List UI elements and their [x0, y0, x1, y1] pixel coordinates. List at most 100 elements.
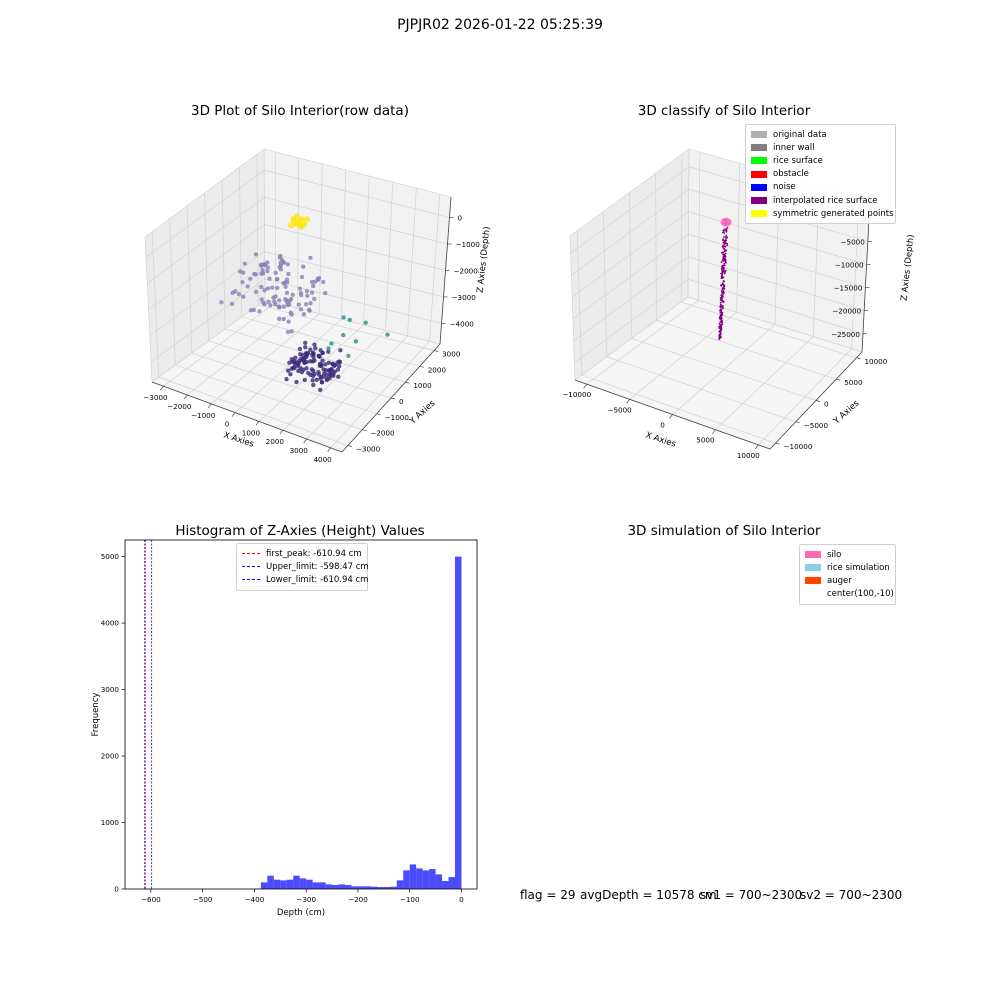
plot2-point	[721, 288, 724, 291]
plot4-legend-swatch	[805, 564, 821, 572]
plot1-y-tick-label: −3000	[356, 445, 381, 454]
plot2-point	[724, 258, 726, 260]
plot2-grid-y-wall	[680, 154, 683, 302]
plot3-legend-swatch	[242, 579, 260, 581]
plot1-point	[301, 222, 307, 228]
plot4-legend-item: rice simulation	[805, 561, 890, 574]
plot1-point	[311, 368, 316, 374]
plot1-point	[321, 367, 326, 372]
plot1-point	[284, 290, 290, 296]
plot1-point	[304, 288, 310, 294]
sv2-text: sv2 = 700~2300	[800, 888, 903, 902]
plot1-point	[292, 365, 297, 371]
plot1-point	[297, 286, 303, 291]
plot2-point	[720, 323, 723, 326]
plot3-bar	[390, 886, 397, 889]
plot1-point	[308, 255, 313, 261]
plot2-x-tick-label: 0	[660, 421, 665, 430]
plot1-point	[265, 269, 270, 274]
plot1-point	[311, 382, 316, 388]
plot1-x-tick	[160, 385, 164, 391]
plot2-x-tick	[755, 444, 759, 450]
plot4-legend-swatch	[805, 577, 821, 585]
plot1-point	[245, 284, 250, 289]
plot1-point	[286, 271, 291, 277]
plot2-y-tick-label: 5000	[844, 378, 863, 387]
plot1-point	[219, 300, 224, 305]
plot1-point	[276, 304, 282, 309]
plot2-point	[720, 261, 723, 264]
plot1-point	[278, 253, 283, 259]
plot1-x-tick	[327, 447, 331, 453]
plot1-point	[281, 316, 286, 322]
plot2-point	[718, 330, 721, 333]
plot2-point	[722, 231, 724, 234]
plot2-silo-top	[720, 217, 732, 227]
plot3-y-axis-label: Frequency	[91, 693, 101, 737]
plot3-y-tick-label: 4000	[101, 619, 120, 628]
plot1-point	[353, 339, 359, 344]
plot2-legend-item: interpolated rice surface	[751, 194, 890, 207]
plot1-x-tick	[279, 429, 284, 435]
flag-text: flag = 29	[520, 888, 576, 902]
plot1-point	[337, 359, 342, 364]
plot3-legend-item: Lower_limit: -610.94 cm	[242, 573, 368, 586]
plot2-point	[724, 241, 726, 244]
plot2-point	[720, 298, 722, 300]
plot2-legend-item: original data	[751, 128, 890, 141]
plot1-point	[341, 315, 346, 320]
plot1-x-tick	[303, 438, 307, 444]
plot2-point	[722, 244, 725, 247]
plot1-point	[288, 372, 293, 377]
plot1-point	[336, 374, 341, 379]
plot1-point	[320, 358, 325, 363]
plot3-bar	[357, 886, 365, 889]
plot2-legend: original data inner wall rice surface obsta…	[745, 124, 896, 225]
plot1-point	[363, 320, 368, 325]
plot3-legend-swatch	[242, 553, 260, 555]
plot2-x-tick-label: 5000	[696, 436, 715, 445]
plot4-legend-item: auger	[805, 574, 890, 587]
plot1-point	[338, 348, 343, 353]
plot2-point	[722, 307, 724, 309]
plot1-point	[278, 260, 283, 265]
plot1-point	[284, 376, 289, 382]
plot2-point	[719, 311, 721, 313]
plot2-legend-swatch	[751, 183, 767, 191]
plot1-point	[287, 223, 293, 228]
plot3-frame	[124, 539, 478, 890]
plot3-bar	[325, 884, 333, 889]
plot3-legend-item: first_peak: -610.94 cm	[242, 547, 362, 560]
plot1-x-tick-label: −1000	[191, 411, 216, 420]
plot2-point	[718, 323, 721, 325]
plot2-point	[722, 253, 724, 256]
plot2-point	[724, 261, 727, 263]
plot1-point	[303, 345, 308, 350]
plot3-y-tick-label: 0	[114, 885, 119, 894]
plot2-point	[719, 335, 722, 338]
plot1-point	[310, 378, 315, 383]
plot1-point	[253, 252, 259, 257]
plot3-x-tick-label: −300	[296, 895, 316, 904]
plot1-point	[236, 292, 242, 297]
plot3-y-tick-label: 1000	[101, 818, 120, 827]
plot1-point	[259, 284, 264, 290]
plot2-point	[725, 234, 728, 237]
plot2-legend-label: obstacle	[773, 169, 809, 180]
plot1-point	[323, 290, 328, 296]
plot1-point	[303, 340, 308, 346]
plot2-grid-y-wall	[602, 211, 607, 357]
plot1-point	[311, 373, 316, 379]
plot2-point	[723, 264, 726, 267]
plot1-grid-z	[150, 278, 442, 362]
plot1-x-tick	[184, 394, 188, 400]
plot2-z-tick-label: −10000	[835, 260, 864, 269]
plot3-bar	[286, 879, 294, 889]
plot1-point	[324, 376, 330, 381]
plot2-point	[720, 333, 722, 335]
plot3-plot-area	[125, 540, 477, 889]
plot1-y-tick	[419, 365, 424, 368]
plot2-x-tick	[583, 383, 587, 389]
plot3-bar	[409, 864, 417, 889]
plot3-y-tick-label: 3000	[101, 685, 120, 694]
